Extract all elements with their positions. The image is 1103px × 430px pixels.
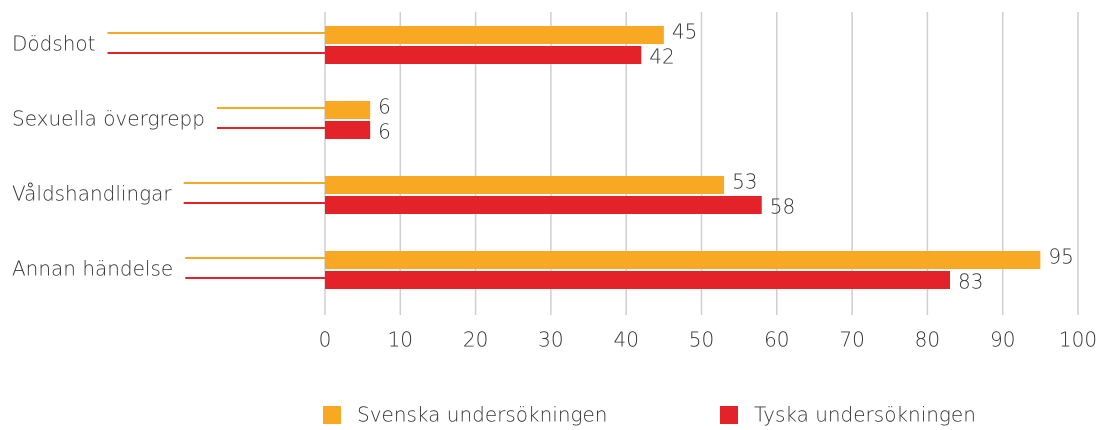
bar bbox=[325, 26, 664, 44]
category-label: Dödshot bbox=[12, 32, 96, 56]
bar bbox=[325, 196, 762, 214]
bar bbox=[325, 101, 371, 119]
category-label: Sexuella övergrepp bbox=[12, 107, 205, 131]
legend-label: Tyska undersökningen bbox=[754, 403, 976, 427]
category-label: Våldshandlingar bbox=[12, 182, 172, 206]
x-tick-label: 30 bbox=[538, 328, 563, 352]
value-label: 83 bbox=[958, 270, 983, 294]
bar bbox=[325, 176, 725, 194]
bar bbox=[325, 46, 642, 64]
value-label: 6 bbox=[378, 120, 391, 144]
x-tick-label: 0 bbox=[319, 328, 332, 352]
x-tick-label: 70 bbox=[839, 328, 864, 352]
x-tick-label: 50 bbox=[689, 328, 714, 352]
category-label: Annan händelse bbox=[12, 257, 173, 281]
bar bbox=[325, 251, 1041, 269]
x-tick-label: 60 bbox=[764, 328, 789, 352]
value-label: 6 bbox=[378, 95, 391, 119]
value-label: 53 bbox=[732, 170, 757, 194]
bar bbox=[325, 271, 950, 289]
value-label: 95 bbox=[1048, 245, 1073, 269]
bar bbox=[325, 121, 371, 139]
x-tick-label: 20 bbox=[463, 328, 488, 352]
value-label: 58 bbox=[770, 195, 795, 219]
legend-swatch bbox=[720, 406, 738, 424]
x-tick-label: 10 bbox=[388, 328, 413, 352]
value-label: 42 bbox=[649, 45, 674, 69]
x-tick-label: 40 bbox=[613, 328, 638, 352]
x-tick-label: 100 bbox=[1059, 328, 1097, 352]
value-label: 45 bbox=[672, 20, 697, 44]
legend-swatch bbox=[323, 406, 341, 424]
x-tick-label: 80 bbox=[915, 328, 940, 352]
legend-label: Svenska undersökningen bbox=[357, 403, 607, 427]
x-tick-label: 90 bbox=[990, 328, 1015, 352]
